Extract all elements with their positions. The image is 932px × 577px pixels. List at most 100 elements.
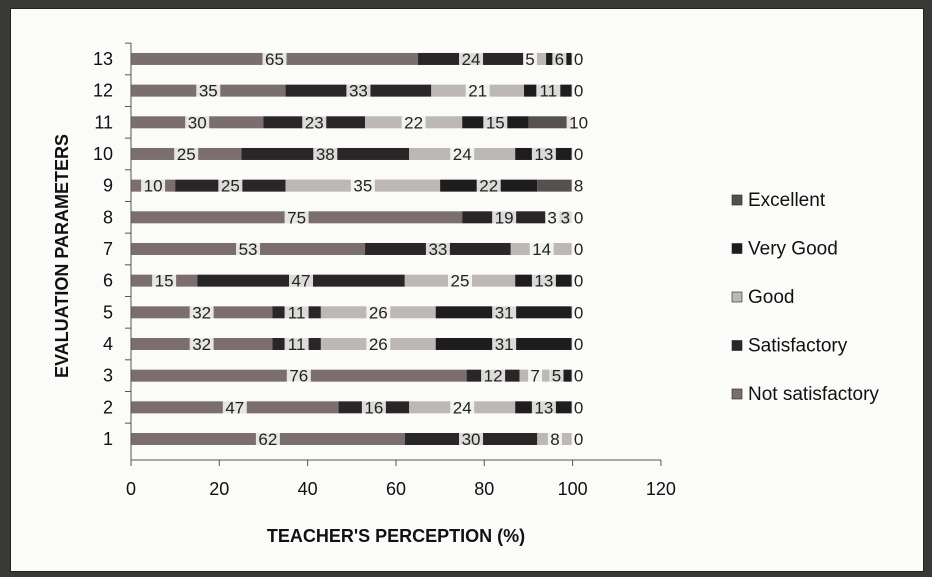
x-tick-label: 100 bbox=[558, 479, 588, 499]
legend-label: Satisfactory bbox=[748, 336, 848, 357]
data-label: 15 bbox=[486, 113, 505, 132]
data-label-bg bbox=[571, 430, 586, 448]
data-label: 10 bbox=[569, 113, 588, 132]
data-label-bg bbox=[236, 239, 261, 258]
data-label: 11 bbox=[288, 303, 306, 322]
data-label: 13 bbox=[534, 398, 553, 417]
data-label: 24 bbox=[453, 145, 472, 164]
data-label-bg bbox=[523, 49, 538, 68]
data-label: 32 bbox=[192, 303, 211, 322]
data-label: 33 bbox=[349, 82, 368, 101]
data-label-bg bbox=[350, 176, 375, 195]
data-label: 13 bbox=[534, 272, 553, 291]
y-tick-label: 3 bbox=[103, 366, 113, 386]
data-label: 25 bbox=[451, 272, 470, 291]
data-label: 22 bbox=[404, 113, 423, 132]
y-tick-label: 4 bbox=[103, 334, 113, 354]
legend-label: Good bbox=[748, 287, 794, 308]
data-label-bg bbox=[536, 81, 561, 100]
data-label-bg bbox=[425, 239, 450, 258]
x-tick-label: 0 bbox=[126, 479, 136, 499]
data-label-bg bbox=[549, 366, 564, 385]
data-label: 19 bbox=[495, 208, 514, 227]
data-label: 21 bbox=[468, 82, 487, 101]
data-label-bg bbox=[529, 239, 554, 258]
y-tick-label: 9 bbox=[103, 176, 113, 196]
data-label: 15 bbox=[155, 272, 174, 291]
y-tick-label: 2 bbox=[103, 397, 113, 417]
data-label: 0 bbox=[574, 272, 583, 291]
x-tick-label: 20 bbox=[209, 479, 229, 499]
x-tick-label: 120 bbox=[646, 479, 676, 499]
data-label-bg bbox=[366, 303, 391, 322]
data-label-bg bbox=[284, 303, 309, 322]
data-label-bg bbox=[262, 49, 287, 68]
data-label-bg bbox=[284, 208, 309, 227]
data-label-bg bbox=[459, 430, 484, 448]
data-label-bg bbox=[571, 334, 586, 353]
data-label-bg bbox=[571, 49, 586, 68]
data-label-bg bbox=[174, 144, 199, 163]
data-label-bg bbox=[571, 366, 586, 385]
data-label: 31 bbox=[495, 335, 514, 354]
data-label: 3 bbox=[561, 208, 570, 227]
data-label: 35 bbox=[199, 82, 218, 101]
data-label-bg bbox=[218, 176, 243, 195]
data-label: 8 bbox=[550, 430, 559, 449]
data-label: 3 bbox=[547, 208, 556, 227]
data-label-bg bbox=[459, 49, 484, 68]
data-label: 12 bbox=[484, 367, 503, 386]
legend-label: Very Good bbox=[748, 239, 838, 260]
data-label-bg bbox=[552, 49, 567, 68]
data-label-bg bbox=[492, 303, 517, 322]
y-tick-label: 8 bbox=[103, 207, 113, 227]
data-label: 25 bbox=[221, 177, 240, 196]
data-label-bg bbox=[289, 271, 314, 290]
data-label: 5 bbox=[525, 50, 534, 69]
data-label-bg bbox=[571, 398, 586, 417]
data-label: 0 bbox=[574, 50, 583, 69]
data-label-bg bbox=[346, 81, 371, 100]
data-label-bg bbox=[545, 208, 560, 227]
data-label-bg bbox=[196, 81, 221, 100]
data-label: 7 bbox=[530, 367, 539, 386]
stacked-bar-chart: 62 30 8 047 16 24 13 076 12 7 5 032 11 26 31 032 11 26 31 0… bbox=[52, 42, 879, 546]
data-label-bg bbox=[447, 271, 472, 290]
y-axis-title: EVALUATION PARAMETERS bbox=[52, 134, 72, 378]
data-label-bg bbox=[286, 366, 311, 385]
bar-segment bbox=[528, 116, 573, 129]
data-label-bg bbox=[284, 334, 309, 353]
x-tick-label: 60 bbox=[386, 479, 406, 499]
data-label-bg bbox=[366, 334, 391, 353]
data-label: 0 bbox=[574, 398, 583, 417]
data-label: 38 bbox=[316, 145, 335, 164]
legend-swatch bbox=[731, 194, 743, 206]
data-label-bg bbox=[571, 144, 586, 163]
data-label-bg bbox=[255, 430, 280, 448]
data-label: 26 bbox=[369, 303, 388, 322]
data-label: 25 bbox=[177, 145, 196, 164]
data-label: 0 bbox=[574, 208, 583, 227]
data-label-bg bbox=[313, 144, 338, 163]
data-label-bg bbox=[571, 208, 586, 227]
data-label: 35 bbox=[353, 177, 372, 196]
data-label-bg bbox=[476, 176, 501, 195]
data-label: 5 bbox=[552, 367, 561, 386]
data-label-bg bbox=[189, 303, 214, 322]
legend-swatch bbox=[731, 243, 743, 254]
data-label-bg bbox=[492, 208, 517, 227]
data-label: 11 bbox=[288, 335, 306, 354]
data-label-bg bbox=[531, 398, 556, 417]
data-label: 0 bbox=[574, 303, 583, 322]
legend-label: Excellent bbox=[748, 190, 826, 211]
data-label: 31 bbox=[495, 303, 514, 322]
data-label: 23 bbox=[305, 113, 324, 132]
data-label-bg bbox=[450, 144, 475, 163]
data-label-bg bbox=[571, 176, 586, 195]
data-label: 26 bbox=[369, 335, 388, 354]
y-tick-label: 12 bbox=[93, 81, 113, 101]
data-label-bg bbox=[481, 366, 506, 385]
data-label: 47 bbox=[292, 272, 311, 291]
data-label-bg bbox=[361, 398, 386, 417]
